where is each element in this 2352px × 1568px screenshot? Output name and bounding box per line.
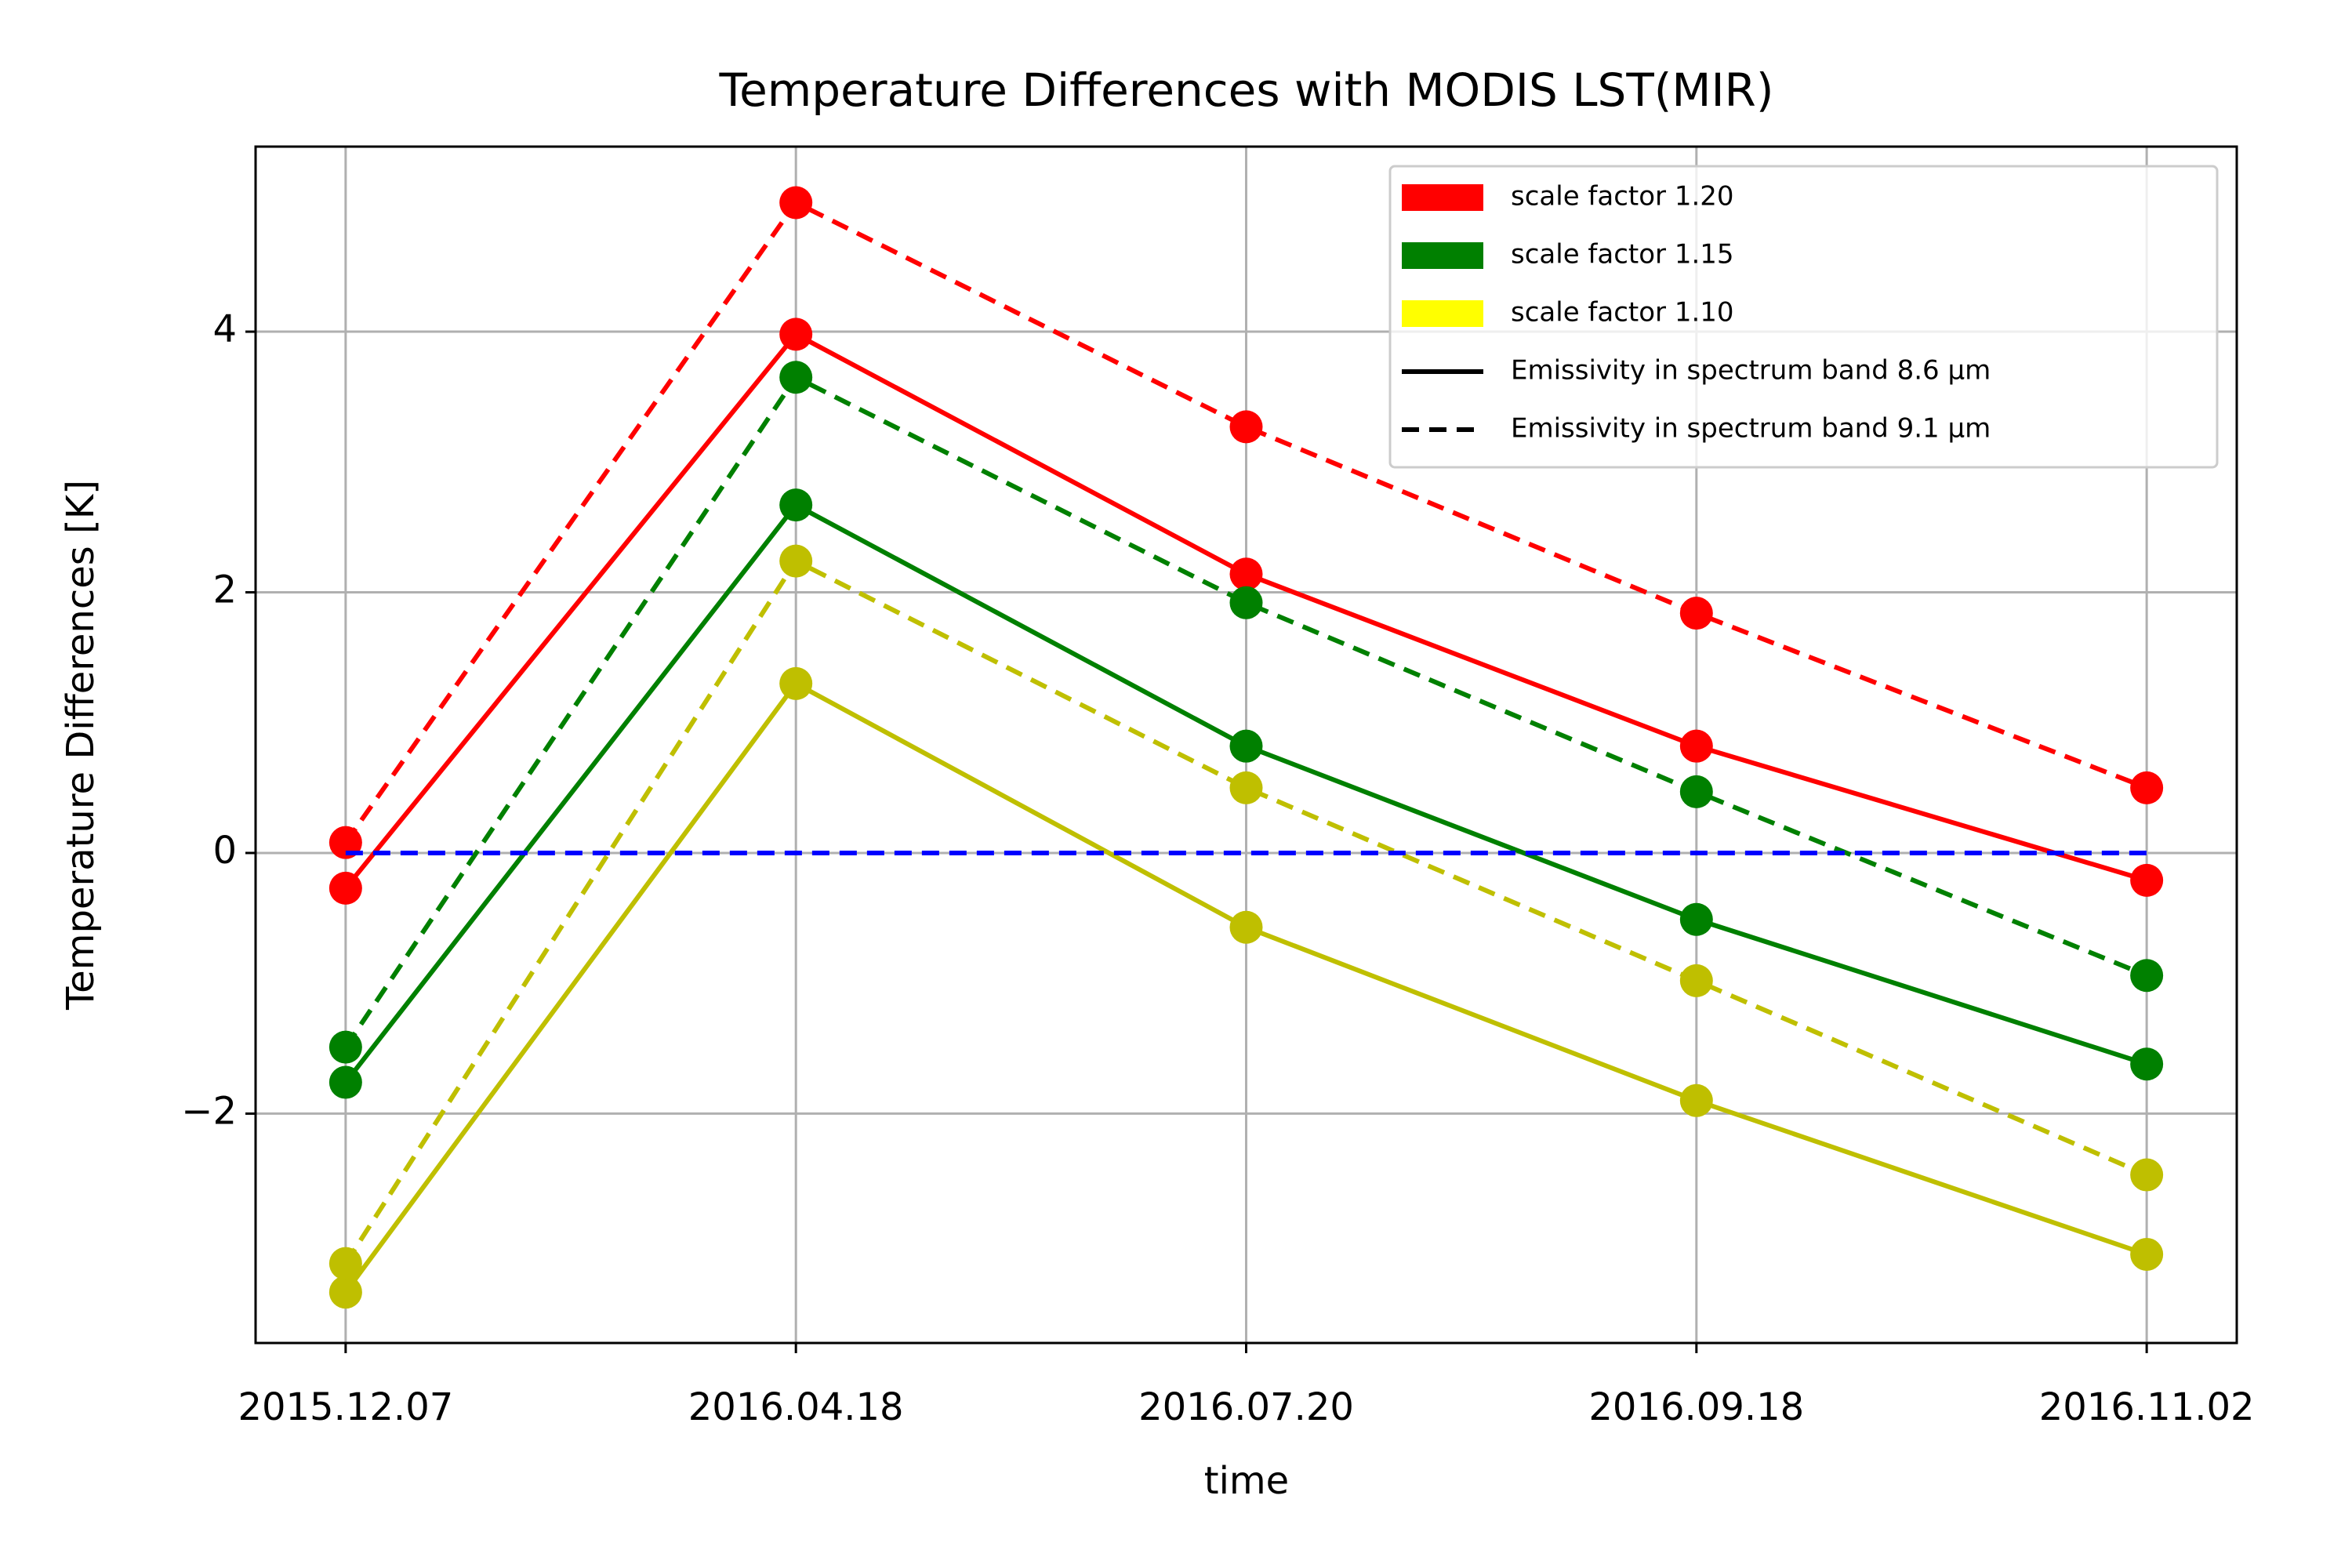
series-line [343, 374, 2148, 1049]
data-point [328, 1030, 362, 1064]
data-point [1679, 902, 1713, 936]
plot-frame [254, 145, 2238, 1345]
data-point [2130, 863, 2164, 897]
data-point [1679, 597, 1713, 630]
data-point [779, 544, 813, 578]
y-tick-label: 0 [212, 829, 237, 873]
data-point [1229, 586, 1263, 619]
data-point [328, 1247, 362, 1280]
data-point [779, 361, 813, 394]
data-point [779, 488, 813, 522]
legend-label: scale factor 1.15 [1511, 239, 1734, 270]
legend-swatch [1402, 242, 1483, 269]
x-tick-label: 2015.12.07 [238, 1385, 453, 1429]
data-point [1229, 410, 1263, 444]
data-point [328, 871, 362, 905]
data-point [2130, 771, 2164, 804]
y-axis-label: Temperature Differences [K] [59, 480, 103, 1011]
data-point [1679, 729, 1713, 763]
x-tick-label: 2016.09.18 [1588, 1385, 1804, 1429]
y-tick-label: −2 [181, 1089, 237, 1133]
data-point [779, 318, 813, 351]
data-point [328, 1276, 362, 1309]
y-tick-label: 4 [212, 307, 237, 351]
data-point [1679, 964, 1713, 997]
data-point [2130, 959, 2164, 993]
data-point [2130, 1158, 2164, 1192]
series-line [343, 557, 2148, 1265]
series-line [343, 199, 2148, 844]
chart-title: Temperature Differences with MODIS LST(M… [719, 64, 1774, 117]
legend-label: scale factor 1.10 [1511, 297, 1734, 328]
data-point [779, 666, 813, 700]
legend-label: Emissivity in spectrum band 8.6 μm [1511, 355, 1991, 387]
data-point [2130, 1237, 2164, 1271]
data-point [1229, 557, 1263, 591]
data-point [328, 1065, 362, 1099]
data-point [1679, 775, 1713, 808]
x-axis-label: time [1204, 1459, 1289, 1503]
y-tick-label: 2 [212, 568, 237, 612]
legend-box [1388, 165, 2219, 469]
data-point [1229, 729, 1263, 763]
data-point [1229, 910, 1263, 944]
legend-swatch [1402, 300, 1483, 327]
x-tick-label: 2016.11.02 [2039, 1385, 2255, 1429]
legend-swatch [1402, 184, 1483, 211]
data-point [779, 186, 813, 220]
data-point [2130, 1047, 2164, 1081]
x-tick-label: 2016.07.20 [1138, 1385, 1354, 1429]
data-point [1229, 771, 1263, 804]
x-tick-label: 2016.04.18 [688, 1385, 904, 1429]
legend-label: scale factor 1.20 [1511, 181, 1734, 212]
data-point [1679, 1083, 1713, 1117]
legend-label: Emissivity in spectrum band 9.1 μm [1511, 413, 1991, 445]
